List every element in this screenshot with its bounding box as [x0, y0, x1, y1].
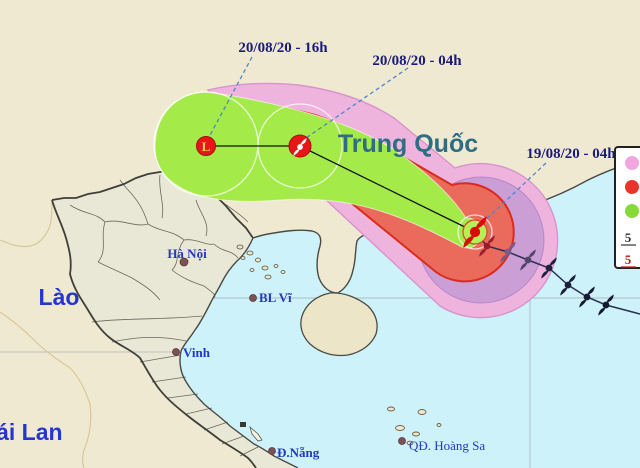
- timestamp-24h: 20/08/20 - 04h: [372, 53, 462, 69]
- current-position-marker: [462, 216, 488, 248]
- legend-wind-dark: 5: [625, 230, 632, 245]
- timestamp-leader-lines: [207, 56, 547, 228]
- hoang-sa-islands: [387, 406, 442, 446]
- low-pressure-label: L: [202, 139, 211, 154]
- country-borders-thin: [0, 199, 92, 468]
- timestamp-current: 19/08/20 - 04h: [526, 146, 616, 162]
- forecast-position-36h: L: [196, 136, 216, 156]
- city-dots: [172, 257, 406, 455]
- legend-red-swatch: [625, 180, 639, 194]
- country-borders-thick: [51, 169, 257, 468]
- danang-label: Đ.Nẵng: [277, 445, 320, 460]
- bach-long-vi-dot: [249, 294, 257, 302]
- laos-label: Lào: [39, 284, 80, 310]
- vinh-label: Vinh: [183, 345, 211, 360]
- legend-box: 5 5: [614, 146, 640, 269]
- timestamp-36h: 20/08/20 - 16h: [238, 40, 328, 56]
- hainan-island: [300, 292, 378, 357]
- hoang-sa-dot: [398, 437, 406, 445]
- hoang-sa-label: QĐ. Hoàng Sa: [409, 438, 485, 453]
- legend-pink-swatch: [625, 156, 639, 170]
- hanoi-label: Hà Nội: [167, 246, 207, 261]
- danang-dot: [268, 447, 276, 455]
- province-boundaries: [69, 174, 259, 457]
- vietnam-territory: [52, 170, 298, 468]
- china-label: Trung Quốc: [338, 130, 478, 158]
- forecast-position-24h: [288, 134, 312, 158]
- halong-islands: [236, 244, 286, 280]
- central-coast-islets: [240, 422, 263, 442]
- thailand-label: Thái Lan: [0, 419, 63, 445]
- bach-long-vi-label: BL Vĩ: [259, 290, 292, 305]
- hanoi-dot: [179, 257, 189, 267]
- vinh-dot: [172, 348, 180, 356]
- legend-green-swatch: [625, 204, 639, 218]
- legend-wind-red: 5: [625, 252, 632, 267]
